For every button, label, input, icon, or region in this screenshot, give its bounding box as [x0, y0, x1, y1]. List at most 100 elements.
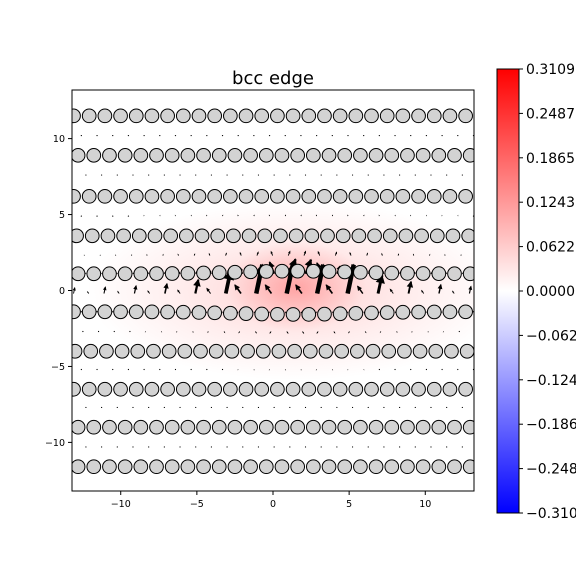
displacement-arrowhead: [316, 332, 318, 334]
atom: [227, 264, 243, 280]
atom: [223, 108, 238, 124]
x-axis: −10 −5 0 5 10: [111, 491, 431, 510]
atom: [128, 108, 144, 124]
displacement-arrowhead: [429, 253, 431, 256]
displacement-arrow: [112, 311, 114, 313]
displacement-arrow: [113, 330, 115, 333]
atom: [290, 263, 306, 279]
displacement-arrow: [273, 406, 275, 409]
atom: [317, 381, 332, 397]
displacement-arrow: [457, 134, 459, 137]
atom: [379, 305, 395, 320]
displacement-arrowhead: [300, 214, 302, 216]
x-tick-label: 10: [419, 499, 431, 510]
displacement-arrow: [226, 174, 228, 176]
displacement-arrowhead: [194, 253, 196, 255]
atom: [97, 108, 113, 124]
displacement-arrow: [226, 446, 228, 448]
displacement-arrow: [457, 368, 459, 371]
atom: [287, 343, 302, 359]
displacement-arrow: [206, 134, 208, 137]
atom: [351, 228, 367, 244]
atom: [224, 343, 240, 359]
displacement-arrowhead: [412, 253, 414, 256]
displacement-arrow: [163, 446, 165, 448]
displacement-arrow: [410, 368, 412, 371]
displacement-arrowhead: [101, 272, 103, 274]
plot-area: [72, 108, 478, 475]
atom: [428, 343, 444, 359]
displacement-arrowhead: [441, 214, 443, 216]
displacement-arrow: [399, 174, 401, 176]
atom: [243, 264, 258, 280]
atom: [320, 228, 335, 244]
atom: [321, 264, 337, 279]
atom: [379, 108, 395, 124]
displacement-arrowhead: [100, 254, 101, 256]
atom: [337, 147, 353, 163]
atom: [301, 188, 317, 204]
atom: [226, 228, 241, 244]
displacement-arrowhead: [396, 331, 398, 334]
atom: [227, 459, 243, 475]
atom: [415, 266, 431, 281]
displacement-arrowhead: [177, 253, 179, 256]
displacement-arrowhead: [207, 331, 209, 334]
displacement-arrow: [132, 406, 134, 409]
displacement-arrow: [399, 406, 401, 409]
displacement-arrow: [112, 215, 114, 217]
displacement-arrow: [316, 134, 318, 137]
atom: [207, 188, 223, 204]
atom: [353, 459, 368, 475]
atom: [128, 188, 144, 204]
atom: [444, 343, 459, 359]
displacement-arrowhead: [177, 289, 180, 293]
displacement-arrowhead: [410, 214, 411, 216]
atom: [321, 147, 337, 163]
atom: [160, 304, 175, 320]
displacement-arrowhead: [238, 331, 240, 334]
atom: [458, 188, 473, 204]
displacement-arrowhead: [365, 331, 367, 334]
displacement-arrowhead: [131, 253, 133, 256]
atom: [72, 147, 86, 163]
atom: [180, 459, 196, 475]
displacement-arrow: [163, 174, 165, 176]
y-tick-label: 5: [59, 210, 65, 221]
atom: [196, 147, 211, 163]
colorbar-tick-label: −0.2487: [526, 462, 576, 478]
displacement-arrowhead: [143, 214, 145, 216]
displacement-arrowhead: [477, 272, 478, 273]
atom: [415, 459, 431, 475]
atom: [196, 265, 211, 281]
displacement-arrowhead: [225, 252, 227, 255]
atom: [207, 381, 223, 397]
atom: [306, 147, 321, 163]
atom: [447, 266, 462, 282]
displacement-arrow: [383, 446, 385, 448]
atom: [83, 343, 99, 359]
displacement-arrow: [195, 406, 197, 409]
displacement-arrowhead: [206, 214, 207, 216]
displacement-arrowhead: [437, 283, 443, 290]
displacement-arrow: [446, 446, 448, 448]
displacement-arrow: [414, 174, 416, 176]
atom: [99, 343, 114, 359]
displacement-arrow: [430, 406, 432, 409]
atom: [379, 188, 395, 204]
displacement-arrowhead: [191, 214, 192, 216]
atom: [426, 381, 442, 397]
atom: [368, 419, 384, 435]
displacement-arrowhead: [72, 286, 76, 291]
displacement-arrowhead: [268, 214, 270, 216]
colorbar-tick-label: 0.1865: [526, 151, 575, 167]
atom: [210, 228, 226, 244]
displacement-arrow: [190, 368, 192, 371]
displacement-arrowhead: [315, 369, 317, 371]
colorbar-tick-label: −0.3109: [526, 506, 576, 522]
displacement-arrow: [477, 407, 478, 408]
displacement-arrowhead: [86, 290, 89, 293]
atom: [442, 108, 458, 124]
atom: [161, 343, 177, 359]
atom: [462, 459, 474, 475]
